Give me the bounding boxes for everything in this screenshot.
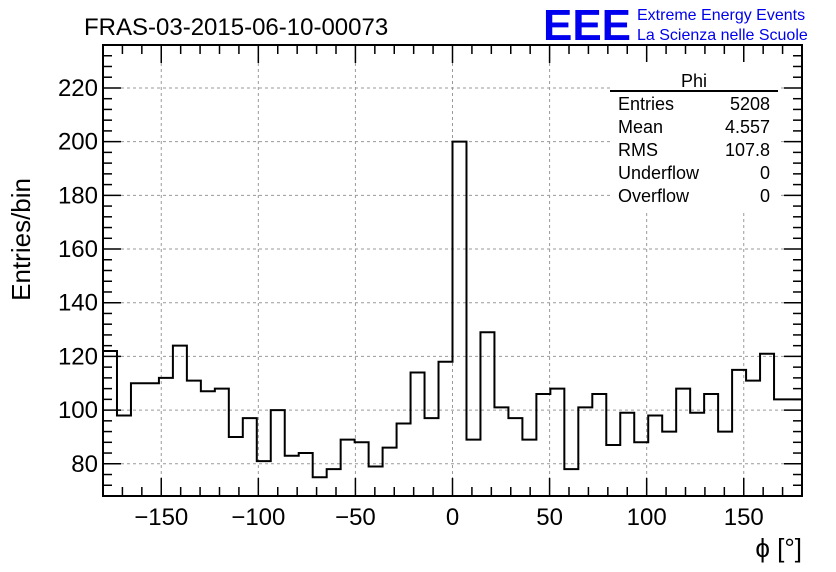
histogram-bin (508, 418, 522, 496)
histogram-bin (774, 399, 788, 496)
y-tick-label: 200 (58, 129, 98, 156)
y-tick-label: 180 (58, 182, 98, 209)
eee-logo: EEE Extreme Energy Events La Scienza nel… (543, 1, 808, 50)
histogram-bin (550, 389, 564, 496)
histogram-bin (690, 413, 704, 496)
stats-row-label: Mean (618, 117, 663, 137)
histogram-bin (117, 415, 131, 496)
histogram-bin (466, 440, 480, 496)
histogram-bin (788, 399, 802, 496)
histogram-bin (760, 354, 774, 496)
stats-title: Phi (681, 71, 707, 91)
histogram-bin (369, 466, 383, 496)
histogram-bin (494, 407, 508, 496)
histogram-bin (243, 418, 257, 496)
histogram-bin (648, 415, 662, 496)
histogram-bin (578, 407, 592, 496)
histogram-bin (201, 391, 215, 496)
histogram-bin (676, 389, 690, 496)
x-tick-label: 50 (536, 504, 563, 531)
histogram-bin (229, 437, 243, 496)
y-tick-label: 220 (58, 75, 98, 102)
stats-box: Phi Entries 5208 Mean 4.557 RMS 107.8 Underflo… (610, 62, 778, 210)
logo-line-1: Extreme Energy Events (637, 7, 805, 24)
histogram-bin (746, 381, 760, 496)
histogram-bin (299, 453, 313, 496)
histogram-bin (271, 410, 285, 496)
histogram-bin (215, 389, 229, 496)
histogram-bin (704, 394, 718, 496)
histogram-bin (187, 381, 201, 496)
stats-row-value: 0 (760, 186, 770, 206)
histogram-bin (341, 440, 355, 496)
stats-row-value: 5208 (730, 94, 770, 114)
stats-row-label: Overflow (618, 186, 690, 206)
histogram-bin (439, 362, 453, 496)
x-tick-label: −100 (231, 504, 285, 531)
x-tick-label: −50 (335, 504, 376, 531)
y-tick-label: 100 (58, 397, 98, 424)
y-tick-label: 160 (58, 236, 98, 263)
histogram-bin (522, 440, 536, 496)
logo-letters: EEE (543, 1, 631, 50)
stats-row-value: 107.8 (725, 140, 770, 160)
stats-row-value: 4.557 (725, 117, 770, 137)
histogram-bin (355, 442, 369, 496)
stats-row-label: Underflow (618, 163, 700, 183)
stats-rows: Entries 5208 Mean 4.557 RMS 107.8 Underflow 0 Ov… (618, 94, 770, 206)
stats-row-value: 0 (760, 163, 770, 183)
x-tick-label: −150 (134, 504, 188, 531)
histogram-bin (173, 346, 187, 496)
histogram-bars (103, 140, 802, 496)
histogram-bin (411, 373, 425, 496)
histogram-bin (536, 394, 550, 496)
histogram-bin (592, 394, 606, 496)
histogram-outline (103, 140, 802, 479)
x-axis-label: ϕ [°] (755, 533, 802, 563)
histogram-bin (145, 383, 159, 496)
chart-title: FRAS-03-2015-06-10-00073 (84, 14, 388, 41)
histogram-bin (425, 418, 439, 496)
stats-box-background (610, 62, 778, 210)
x-tick-label: 0 (446, 504, 459, 531)
x-tick-label: 150 (724, 504, 764, 531)
y-tick-label: 140 (58, 290, 98, 317)
x-tick-label: 100 (627, 504, 667, 531)
histogram-bin (718, 432, 732, 496)
histogram-bin (453, 142, 467, 496)
histogram-bin (620, 413, 634, 496)
y-tick-label: 80 (71, 451, 98, 478)
y-axis-label: Entries/bin (6, 178, 36, 301)
x-axis-ticks: −150 −100 −50 0 50 100 150 (121, 45, 784, 531)
y-axis-ticks: 80 100 120 140 160 180 200 220 (58, 54, 802, 487)
logo-line-2: La Scienza nelle Scuole (637, 27, 808, 44)
y-tick-label: 120 (58, 343, 98, 370)
stats-row-label: Entries (618, 94, 674, 114)
histogram-bin (313, 477, 327, 496)
stats-row-label: RMS (618, 140, 658, 160)
histogram-bin (397, 424, 411, 496)
histogram-bin (131, 383, 145, 496)
histogram-bin (564, 469, 578, 496)
histogram-bin (327, 469, 341, 496)
